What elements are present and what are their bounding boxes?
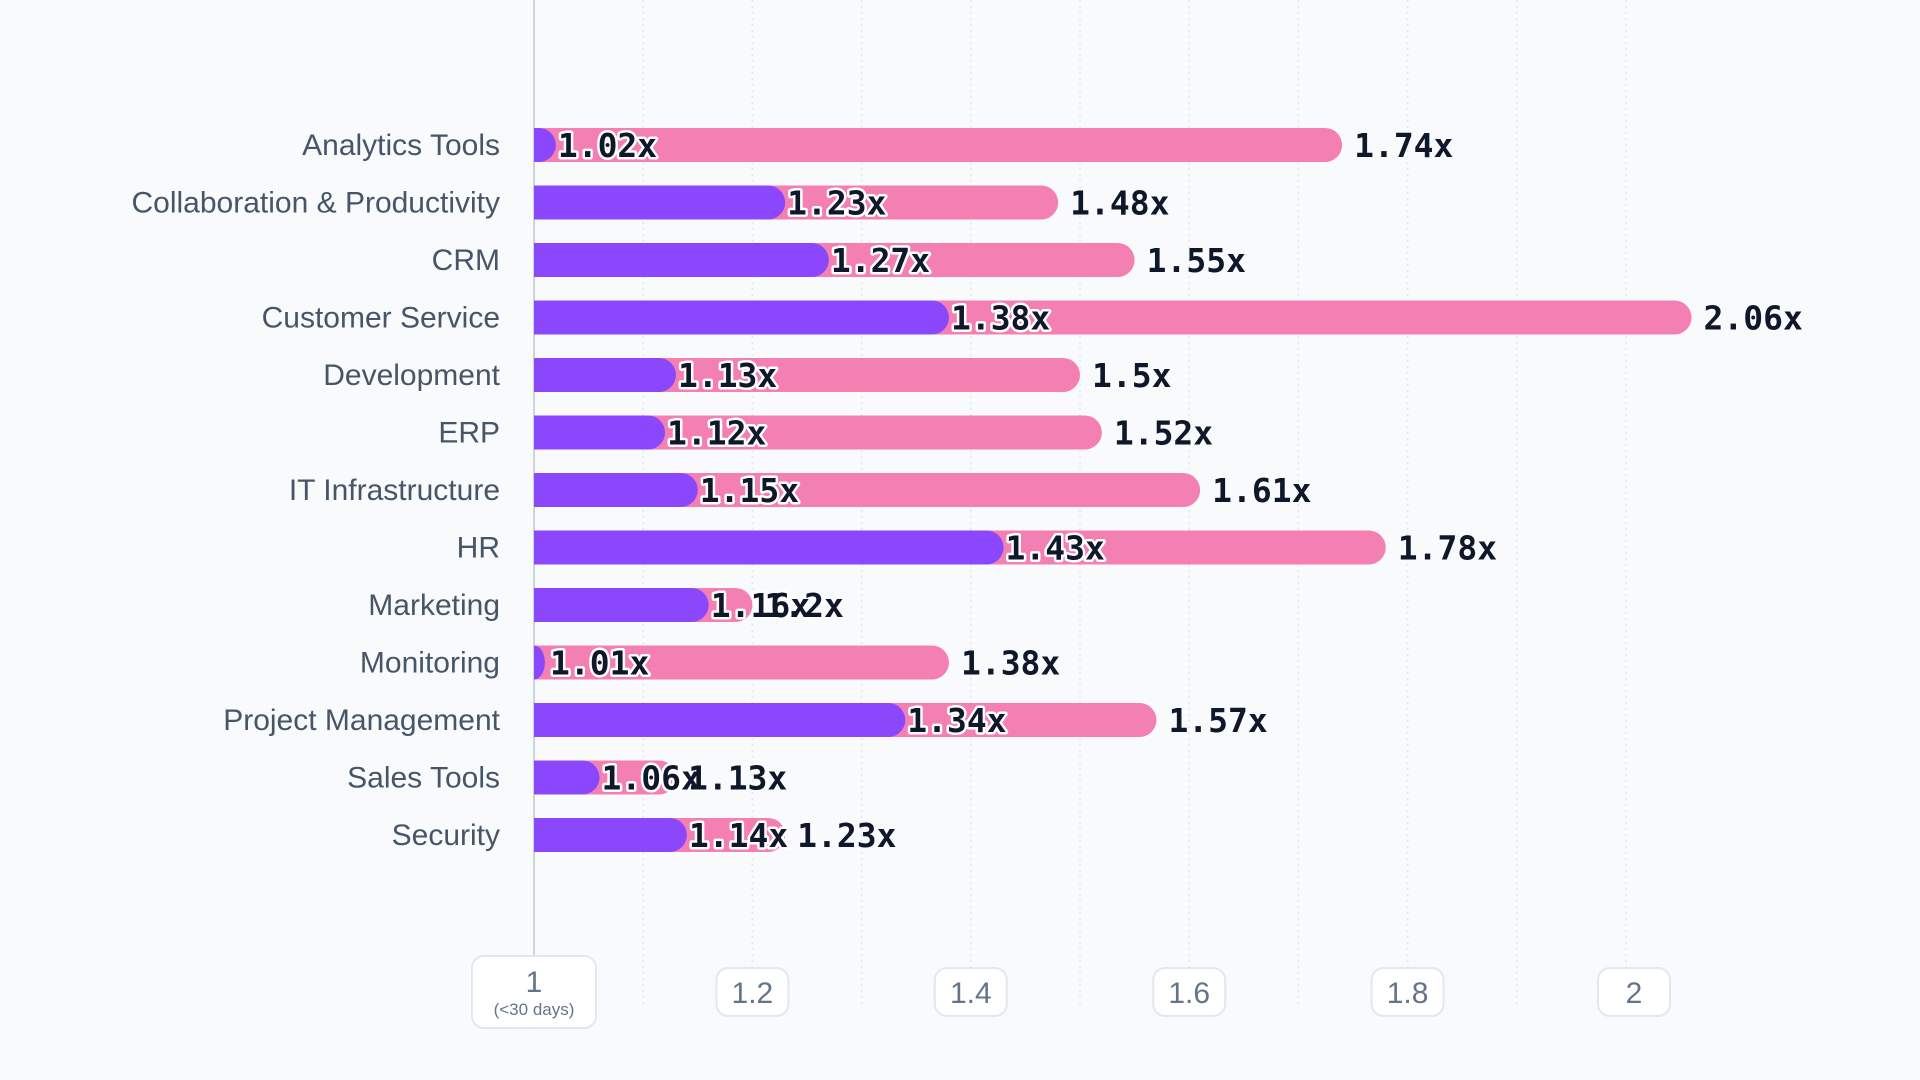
data-label-series-1: 1.15x [700,471,799,510]
bar-series-1 [534,300,949,335]
category-label: Marketing [368,589,500,622]
bar-row: Monitoring 1.01x 1.38x [360,641,1060,685]
data-label-series-1: 1.02x [558,126,657,165]
category-label: HR [457,532,500,565]
bar-series-1 [534,703,906,737]
x-tick: 1.2 [715,967,790,1017]
x-tick: 1.8 [1370,967,1445,1017]
data-label-series-1: 1.38x [951,299,1050,338]
bar-row: Customer Service 1.38x 2.06x [262,296,1803,340]
category-label: Analytics Tools [302,129,500,162]
bar-series-1 [534,645,545,680]
data-label-series-2: 1.74x [1354,126,1453,165]
bar-series-1 [534,185,786,220]
x-tick-box [1152,967,1227,1017]
bar-row: HR 1.43x 1.78x [457,526,1497,570]
bar-series-2 [534,645,949,680]
bars: Analytics Tools 1.02x 1.74x Collaboration &… [131,124,1803,858]
bar-series-1 [534,358,676,392]
bar-row: Analytics Tools 1.02x 1.74x [302,124,1453,168]
category-label: Sales Tools [347,762,500,795]
x-tick-label: 1.6 [1168,977,1210,1010]
category-label: Project Management [223,704,500,737]
x-tick-label: 1.4 [950,977,992,1010]
data-label-series-1: 1.13x [678,356,777,395]
data-label-series-2: 1.2x [764,586,843,625]
x-tick-label: 2 [1626,977,1643,1010]
x-tick-box [471,955,597,1029]
bar-series-2 [534,415,1102,450]
bar-row: IT Infrastructure 1.15x 1.61x [289,469,1312,513]
category-label: Monitoring [360,647,500,680]
data-label-series-1: 1.27x [831,241,930,280]
data-label-series-2: 1.61x [1212,471,1311,510]
x-tick-label: 1 [526,966,543,999]
bar-series-1 [534,760,600,795]
x-tick-box [933,967,1008,1017]
data-label-series-1: 1.06x [602,759,701,798]
data-label-series-2: 1.5x [1092,356,1171,395]
x-tick: 2 [1597,967,1671,1017]
data-label-series-2: 1.78x [1398,529,1497,568]
data-label-series-2: 1.52x [1114,414,1213,453]
bar-series-1 [534,588,709,622]
x-tick-label: 1.8 [1387,977,1429,1010]
data-label-series-2: 1.57x [1168,701,1267,740]
category-label: ERP [438,417,500,450]
bar-series-1 [534,128,556,162]
bar-row: ERP 1.12x 1.52x [438,411,1213,455]
data-label-series-2: 1.48x [1070,184,1169,223]
data-label-series-1: 1.43x [1006,529,1105,568]
data-label-series-2: 1.13x [688,759,787,798]
bar-series-2 [534,473,1201,507]
x-tick-box [1597,967,1671,1017]
x-axis-ticks: 1(<30 days) 1.2 1.4 1.6 1.8 2 [471,955,1671,1029]
data-label-series-2: 1.23x [797,816,896,855]
category-label: Security [392,819,500,852]
bar-series-1 [534,818,687,852]
bar-series-1 [534,415,666,450]
data-label-series-2: 1.38x [961,644,1060,683]
bar-series-1 [534,530,1004,565]
x-tick-label: 1.2 [732,977,774,1010]
x-tick-sublabel: (<30 days) [494,1000,575,1019]
bar-series-1 [534,473,698,507]
data-label-series-1: 1.14x [689,816,788,855]
category-label: Development [323,359,500,392]
data-label-series-1: 1.34x [907,701,1006,740]
data-label-series-1: 1.16x [711,586,810,625]
data-label-series-2: 2.06x [1704,299,1803,338]
bar-series-1 [534,243,829,277]
x-tick-box [715,967,790,1017]
bar-row: Collaboration & Productivity 1.23x 1.48x [131,181,1169,225]
bar-series-2 [534,128,1343,162]
x-tick: 1(<30 days) [471,955,597,1029]
category-label: IT Infrastructure [289,474,500,507]
bar-row: Development 1.13x 1.5x [323,354,1171,398]
data-label-series-2: 1.55x [1147,241,1246,280]
bar-row: Security 1.14x 1.23x [392,814,897,858]
category-label: CRM [432,244,500,277]
x-tick-box [1370,967,1445,1017]
x-tick: 1.4 [933,967,1008,1017]
data-label-series-1: 1.23x [787,184,886,223]
x-tick: 1.6 [1152,967,1227,1017]
data-label-series-1: 1.12x [667,414,766,453]
category-label: Collaboration & Productivity [131,187,500,220]
bar-row: CRM 1.27x 1.55x [432,239,1246,283]
bar-row: Project Management 1.34x 1.57x [223,699,1268,743]
data-label-series-1: 1.01x [550,644,649,683]
category-label: Customer Service [262,302,500,335]
